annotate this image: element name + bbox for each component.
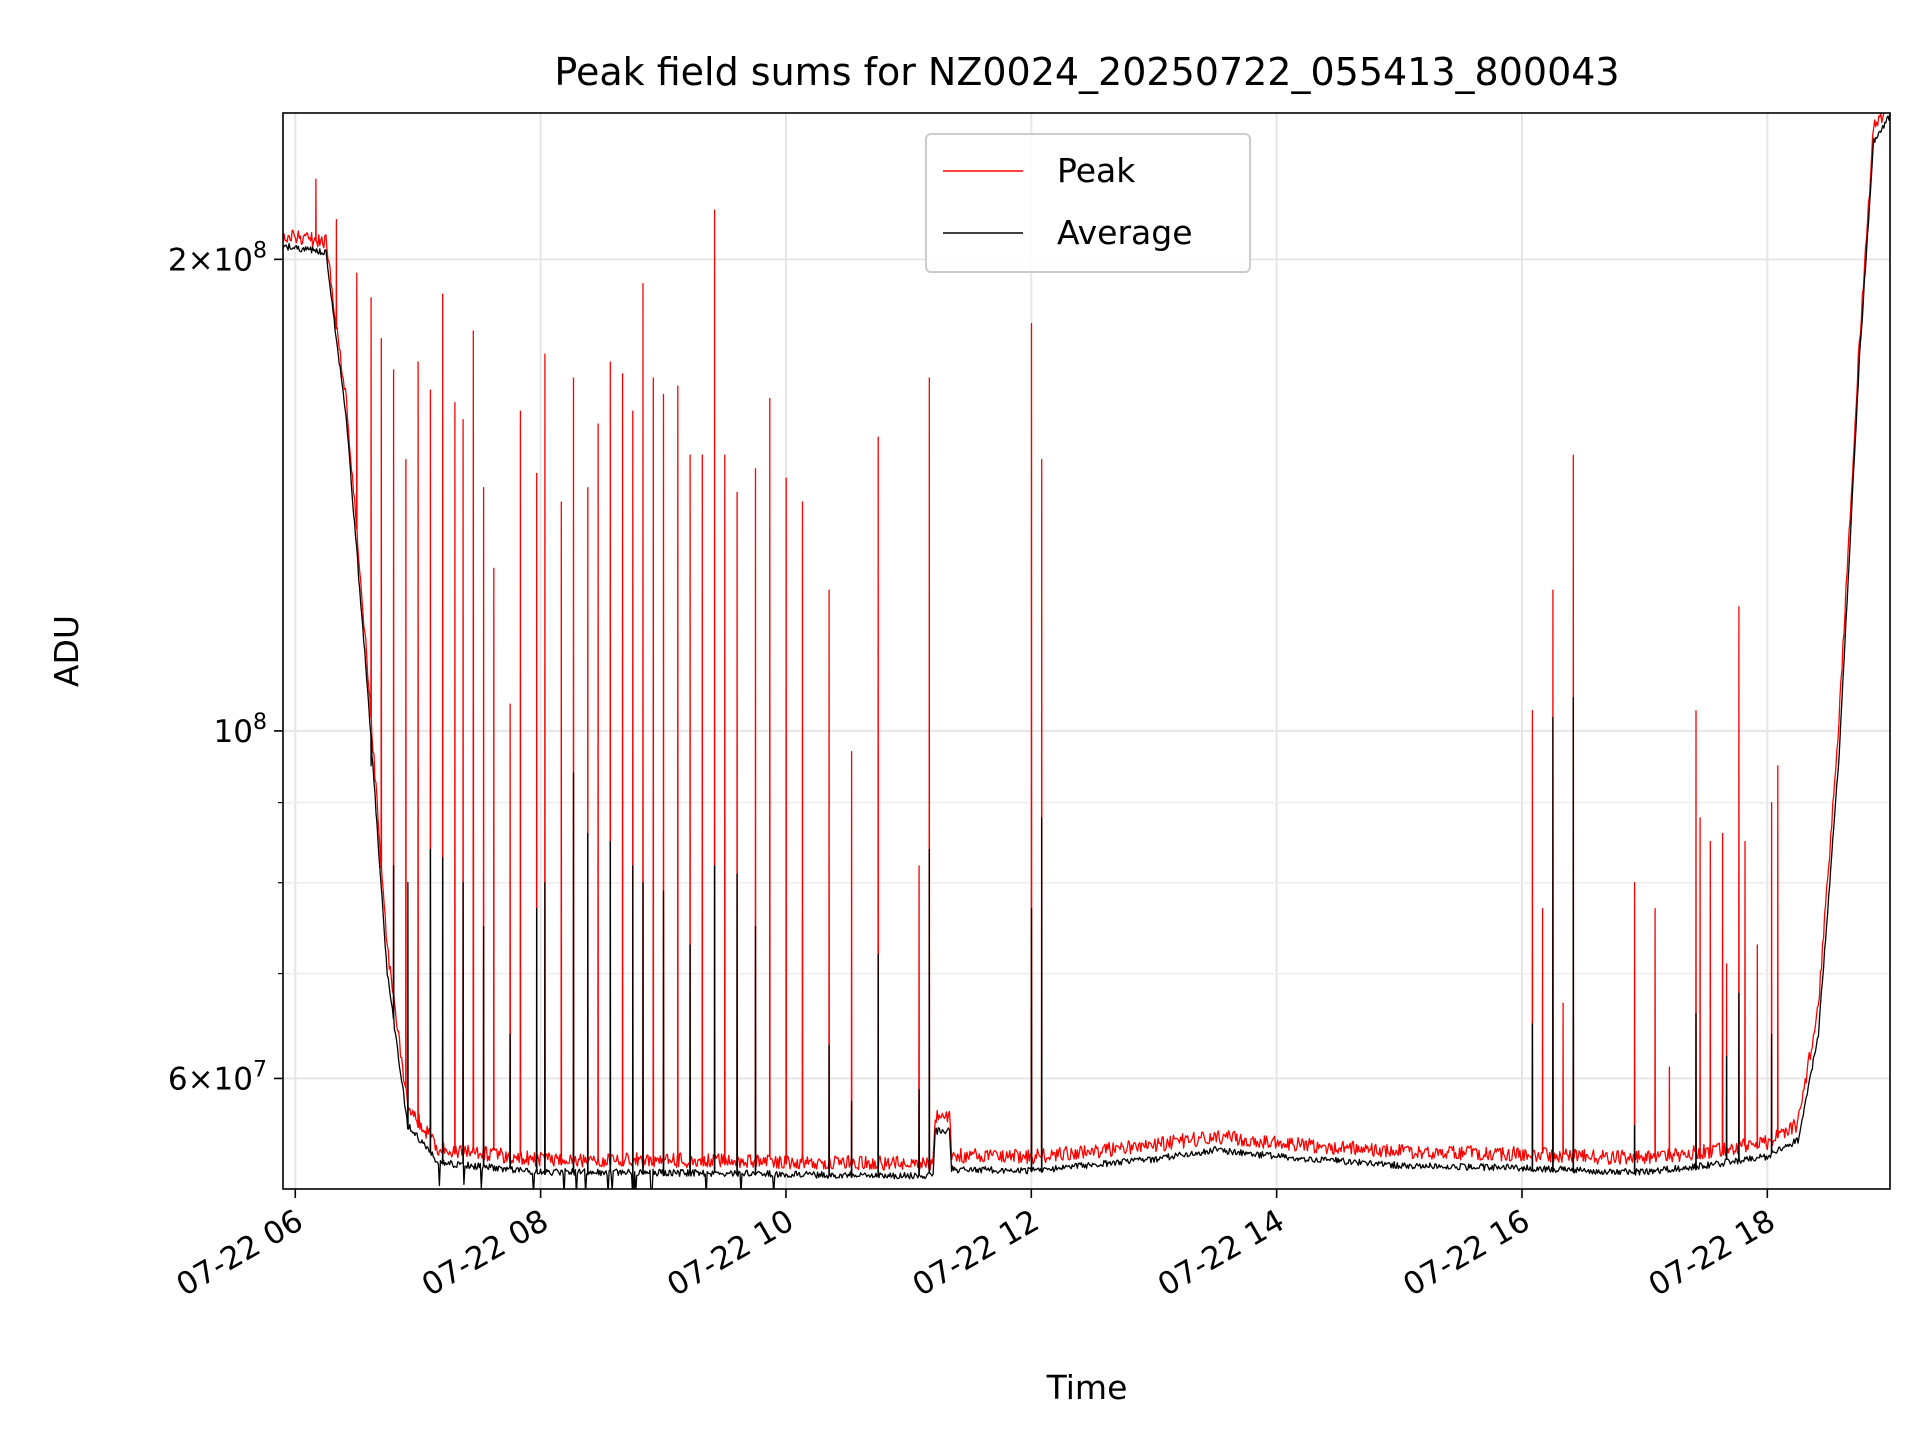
y-tick-label: 108 bbox=[214, 710, 267, 750]
legend: Peak Average bbox=[925, 133, 1251, 273]
legend-label-average: Average bbox=[1057, 213, 1193, 252]
series-line-average bbox=[283, 113, 1890, 1189]
y-axis: 6×107 108 2×108 bbox=[168, 238, 283, 1097]
legend-label-peak: Peak bbox=[1057, 151, 1136, 190]
series-line-peak bbox=[283, 113, 1885, 1171]
y-tick-label: 2×108 bbox=[168, 238, 267, 278]
series-layer bbox=[283, 113, 1890, 1189]
legend-box bbox=[925, 133, 1251, 273]
chart-title: Peak field sums for NZ0024_20250722_0554… bbox=[554, 50, 1619, 94]
y-tick-label: 6×107 bbox=[168, 1057, 267, 1097]
plot-frame bbox=[282, 112, 1891, 1190]
y-axis-label: ADU bbox=[47, 615, 86, 687]
x-axis-label: Time bbox=[1046, 1368, 1128, 1407]
